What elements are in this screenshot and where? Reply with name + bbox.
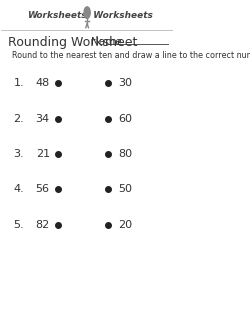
Text: Worksheets: Worksheets: [87, 11, 153, 20]
Text: Worksheets: Worksheets: [28, 11, 87, 20]
Text: 5.: 5.: [14, 220, 24, 230]
Text: 48: 48: [36, 78, 50, 88]
Text: Rounding Worksheet: Rounding Worksheet: [8, 36, 138, 49]
Text: 21: 21: [36, 149, 50, 159]
Text: Name: Name: [90, 37, 121, 47]
Text: Round to the nearest ten and draw a line to the correct number.: Round to the nearest ten and draw a line…: [12, 52, 250, 61]
Text: 82: 82: [36, 220, 50, 230]
Text: 80: 80: [118, 149, 132, 159]
Text: 2.: 2.: [14, 114, 24, 124]
Text: 4.: 4.: [14, 184, 24, 194]
Text: 1.: 1.: [14, 78, 24, 88]
Text: 50: 50: [118, 184, 132, 194]
Text: 30: 30: [118, 78, 132, 88]
Text: 3.: 3.: [14, 149, 24, 159]
Text: 60: 60: [118, 114, 132, 124]
Circle shape: [84, 7, 90, 18]
Text: 20: 20: [118, 220, 132, 230]
Text: 34: 34: [36, 114, 50, 124]
Text: 56: 56: [36, 184, 50, 194]
